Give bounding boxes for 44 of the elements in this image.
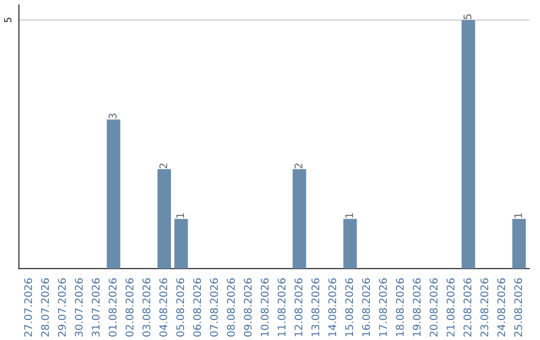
x-tick-label: 22.08.2026 <box>464 278 472 337</box>
x-tick-label: 17.08.2026 <box>379 278 387 336</box>
bar <box>174 218 188 269</box>
bar <box>343 218 357 269</box>
x-tick-label: 31.07.2026 <box>92 278 100 336</box>
x-tick-label: 18.08.2026 <box>396 278 404 336</box>
x-tick-label: 19.08.2026 <box>412 278 421 336</box>
x-tick-label: 15.08.2026 <box>345 278 354 336</box>
x-tick-label: 04.08.2026 <box>159 278 168 337</box>
x-tick-label: 16.08.2026 <box>362 278 370 336</box>
x-tick-label: 25.08.2026 <box>514 278 522 337</box>
bar <box>462 20 476 269</box>
x-tick-label: 02.08.2026 <box>126 278 134 337</box>
x-tick-label: 03.08.2026 <box>142 278 150 337</box>
data-label: 1 <box>176 213 184 218</box>
x-tick-label: 29.07.2026 <box>58 278 66 337</box>
x-tick-label: 09.08.2026 <box>244 278 252 337</box>
x-tick-label: 14.08.2026 <box>328 278 336 336</box>
x-tick-label: 30.07.2026 <box>74 278 83 336</box>
x-tick-label: 12.08.2026 <box>294 278 302 336</box>
x-tick-label: 01.08.2026 <box>108 278 117 337</box>
x-tick-label: 21.08.2026 <box>446 278 454 337</box>
x-tick-label: 10.08.2026 <box>260 278 269 336</box>
x-tick-label: 28.07.2026 <box>41 278 49 337</box>
x-tick-label: 05.08.2026 <box>176 278 184 337</box>
data-label: 5 <box>464 14 472 20</box>
bar <box>512 218 526 269</box>
data-label: 2 <box>159 164 168 168</box>
data-label: 3 <box>108 114 117 119</box>
x-tick-label: 24.08.2026 <box>497 278 506 337</box>
x-tick-label: 27.07.2026 <box>24 278 32 337</box>
x-tick-label: 07.08.2026 <box>210 278 218 337</box>
bar <box>292 169 306 269</box>
bar <box>157 169 171 269</box>
data-label: 1 <box>514 213 522 218</box>
x-tick-label: 13.08.2026 <box>311 278 320 336</box>
x-tick-label: 20.08.2026 <box>430 278 438 337</box>
x-tick-label: 08.08.2026 <box>226 278 235 337</box>
x-tick-label: 11.08.2026 <box>278 278 286 336</box>
data-label: 1 <box>345 213 353 218</box>
data-label: 2 <box>294 164 302 168</box>
x-tick-label: 23.08.2026 <box>480 278 488 337</box>
x-tick-label: 06.08.2026 <box>193 278 202 337</box>
bar <box>106 119 120 269</box>
